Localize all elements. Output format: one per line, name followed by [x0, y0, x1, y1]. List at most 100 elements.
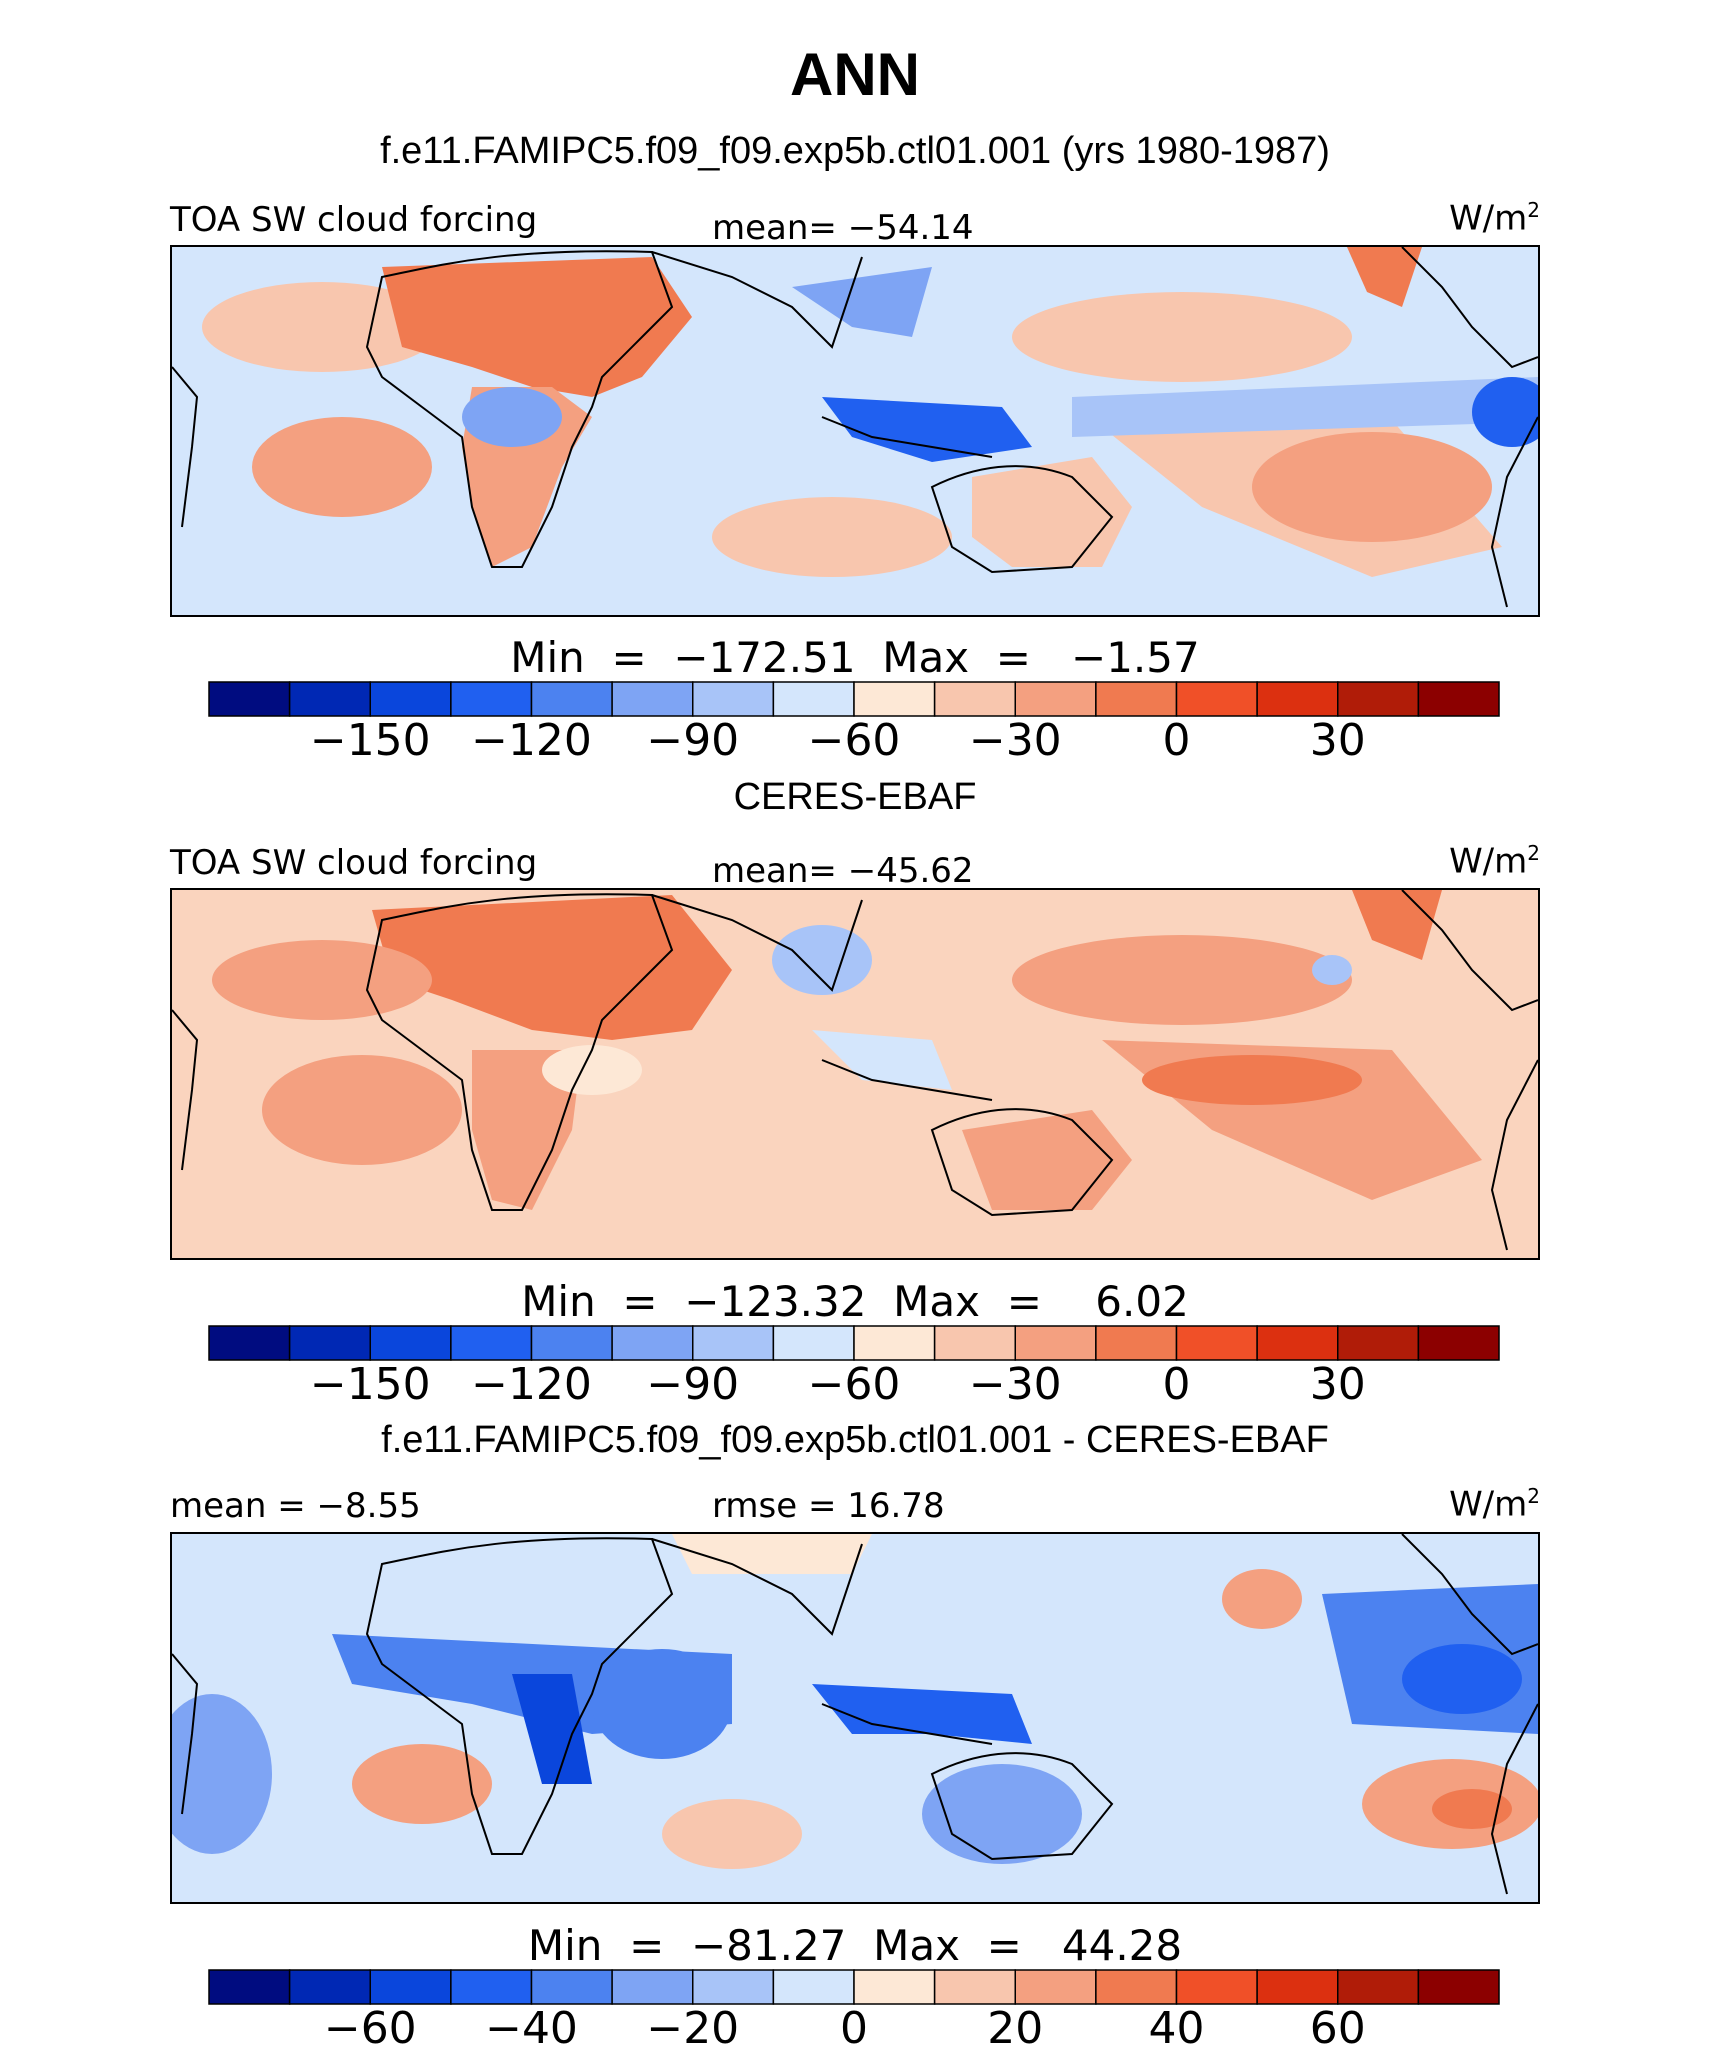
colorbar-swatch [1014, 1969, 1097, 2005]
panel3-colorbar-swatches [208, 1969, 1500, 2005]
panel2-tick-label: 0 [1162, 1359, 1191, 1410]
east-asia-cloud [792, 267, 932, 337]
central-pacific-positive [1222, 1569, 1302, 1629]
colorbar-swatch [1256, 681, 1339, 717]
colorbar-swatch [611, 1325, 694, 1361]
colorbar-swatch [208, 1325, 291, 1361]
colorbar-swatch [369, 1325, 452, 1361]
east-asia-cloud [772, 925, 872, 995]
colorbar-swatch [853, 681, 936, 717]
colorbar-swatch [450, 1325, 533, 1361]
coastlines [172, 1534, 1538, 1895]
colorbar-swatch [1014, 1325, 1097, 1361]
north-atlantic-stratus [212, 940, 432, 1020]
colorbar-swatch [1175, 681, 1258, 717]
colorbar-swatch [1095, 681, 1178, 717]
australia-region [962, 1110, 1132, 1210]
panel1-map-field [172, 247, 1538, 615]
model-subtitle: f.e11.FAMIPC5.f09_f09.exp5b.ctl01.001 (y… [380, 130, 1330, 172]
colorbar-swatch [1256, 1969, 1339, 2005]
colorbar-swatch [1175, 1325, 1258, 1361]
colorbar-swatch [1095, 1969, 1178, 2005]
indian-ocean-south [712, 497, 952, 577]
panel3-mean-label: mean = −8.55 [170, 1486, 421, 1526]
colorbar-swatch [369, 681, 452, 717]
panel3-map-field [172, 1534, 1538, 1902]
panel1-variable-label: TOA SW cloud forcing [170, 200, 538, 240]
panel2-minmax: Min = −123.32 Max = 6.02 [521, 1277, 1189, 1326]
south-atlantic-stratus [252, 417, 432, 517]
panel2-variable-label: TOA SW cloud forcing [170, 843, 538, 883]
panel1-mean-label: mean= −54.14 [712, 208, 974, 248]
panel2-tick-label: −90 [646, 1359, 740, 1410]
africa-equatorial [542, 1045, 642, 1095]
central-pacific-spot [1312, 955, 1352, 985]
colorbar-swatch [692, 1969, 775, 2005]
australia-region [972, 457, 1132, 567]
colorbar-swatch [369, 1969, 452, 2005]
colorbar-swatch [692, 1325, 775, 1361]
colorbar-swatch [1337, 681, 1420, 717]
colorbar-swatch [1256, 1325, 1339, 1361]
panel2-map [170, 888, 1540, 1260]
panel3-tick-label: −20 [646, 2003, 740, 2054]
coastlines [172, 890, 1538, 1251]
panama-convection [1472, 377, 1538, 447]
colorbar-swatch [611, 1969, 694, 2005]
panel3-colorbar-ticks: −60 −40 −20 0 20 40 60 [209, 2003, 1499, 2054]
colorbar-swatch [933, 1969, 1017, 2005]
panel2-map-field [172, 890, 1538, 1258]
panel2-tick-label: −150 [309, 1359, 431, 1410]
panel1-tick-label: −30 [968, 715, 1062, 766]
pacific-itcz [1072, 377, 1538, 437]
south-america-bias [172, 1694, 272, 1854]
peru-stratus-core [1432, 1789, 1512, 1829]
indian-ocean-positive [662, 1799, 802, 1869]
south-atlantic-stratus [262, 1055, 462, 1165]
panel2-colorbar [208, 1325, 1500, 1361]
colorbar-swatch [1014, 681, 1097, 717]
panel3-units-label: W/m2 [1449, 1484, 1540, 1525]
panel1-colorbar [208, 681, 1500, 717]
sahara-arabia-region [372, 895, 732, 1040]
panel2-units-label: W/m2 [1449, 841, 1540, 882]
panel2-tick-label: −30 [968, 1359, 1062, 1410]
panel1-tick-label: −90 [646, 715, 740, 766]
colorbar-swatch [1337, 1969, 1420, 2005]
colorbar-swatch [772, 1969, 855, 2005]
maritime-continent-bias [812, 1684, 1032, 1744]
panel1-tick-label: 30 [1309, 715, 1366, 766]
coastlines [172, 247, 1538, 608]
panel3-map [170, 1532, 1540, 1904]
maritime-continent-convection [822, 397, 1032, 462]
panel3-tick-label: 60 [1309, 2003, 1366, 2054]
panel3-colorbar [208, 1969, 1500, 2005]
panel1-colorbar-swatches [208, 681, 1500, 717]
north-atlantic-stratus [202, 282, 442, 372]
obs-subtitle: CERES-EBAF [733, 776, 977, 818]
diff-subtitle: f.e11.FAMIPC5.f09_f09.exp5b.ctl01.001 - … [381, 1419, 1329, 1461]
sahara-arabia-region [382, 257, 692, 397]
colorbar-swatch [288, 1969, 372, 2005]
panel2-tick-label: 30 [1309, 1359, 1366, 1410]
panel2-tick-label: −120 [471, 1359, 592, 1410]
panel1-units-label: W/m2 [1449, 198, 1540, 239]
colorbar-swatch [530, 1325, 613, 1361]
colorbar-swatch [1337, 1325, 1420, 1361]
panel1-tick-label: 0 [1162, 715, 1191, 766]
panel3-rmse-label: rmse = 16.78 [712, 1486, 945, 1526]
colorbar-swatch [933, 681, 1017, 717]
panel3-tick-label: 40 [1148, 2003, 1205, 2054]
australia-bias [922, 1764, 1082, 1864]
colorbar-swatch [933, 1325, 1017, 1361]
himalaya-positive [672, 1534, 872, 1574]
panel1-tick-label: −150 [309, 715, 431, 766]
colorbar-swatch [611, 681, 694, 717]
panel3-tick-label: 0 [840, 2003, 868, 2054]
south-atlantic-positive [352, 1744, 492, 1824]
colorbar-swatch [450, 681, 533, 717]
maritime-continent [812, 1030, 952, 1090]
colorbar-swatch [853, 1325, 936, 1361]
colorbar-swatch [288, 681, 372, 717]
panel2-tick-label: −60 [807, 1359, 901, 1410]
